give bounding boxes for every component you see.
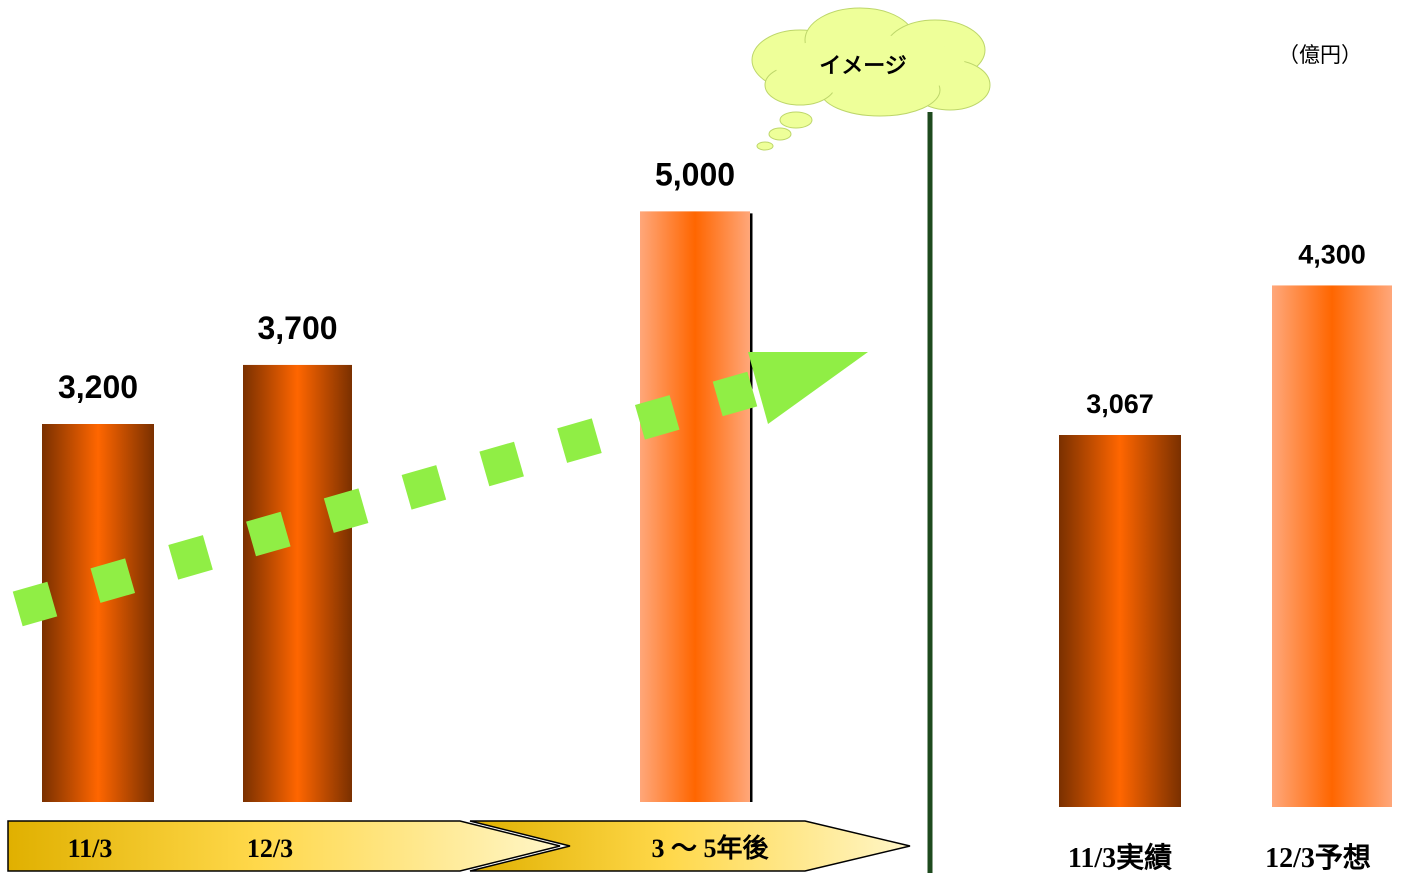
value-label-2: 5,000 bbox=[655, 156, 735, 192]
bar-1 bbox=[243, 364, 352, 802]
trend-arrow bbox=[12, 352, 868, 627]
trend-dot bbox=[12, 581, 58, 627]
category-label-11-3-actual: 11/3実績 bbox=[1068, 841, 1172, 873]
image-cloud: イメージ bbox=[751, 7, 991, 151]
trend-dot bbox=[323, 488, 369, 533]
trend-dot bbox=[557, 418, 602, 463]
trend-dot bbox=[168, 535, 213, 580]
timeline-band bbox=[7, 820, 911, 872]
value-label-1: 3,700 bbox=[257, 310, 337, 346]
bar-right-1 bbox=[1272, 285, 1392, 807]
category-label-12-3: 12/3 bbox=[247, 834, 293, 863]
right-bar-series: 3,067 4,300 bbox=[1059, 239, 1392, 807]
category-label-3-5yr: 3 〜 5年後 bbox=[651, 833, 769, 863]
trend-dot bbox=[90, 558, 136, 603]
cloud-label: イメージ bbox=[819, 54, 907, 79]
bar-right-0 bbox=[1059, 435, 1181, 807]
value-label-0: 3,200 bbox=[58, 369, 138, 405]
trend-dot bbox=[479, 441, 524, 487]
unit-label: （億円） bbox=[1278, 43, 1362, 67]
trend-dot bbox=[246, 511, 291, 557]
trend-dot bbox=[634, 395, 680, 440]
category-label-11-3: 11/3 bbox=[68, 834, 113, 863]
value-label-right-1: 4,300 bbox=[1298, 239, 1366, 269]
left-bar-series: 3,200 3,700 5,000 bbox=[42, 156, 753, 802]
trend-arrow-head bbox=[748, 352, 868, 424]
category-label-12-3-forecast: 12/3予想 bbox=[1265, 842, 1371, 873]
value-label-right-0: 3,067 bbox=[1086, 389, 1154, 419]
trend-dot bbox=[401, 465, 447, 510]
bar-0 bbox=[42, 424, 154, 802]
bar-2 bbox=[640, 211, 750, 802]
trend-dot bbox=[712, 371, 758, 417]
